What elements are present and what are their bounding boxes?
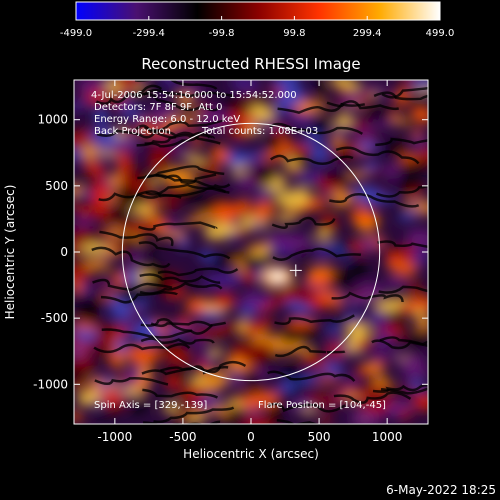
y-tick-label: 500 <box>45 179 68 193</box>
detectors-text: Detectors: 7F 8F 9F, Att 0 <box>94 102 222 113</box>
colorbar-tick-label: 499.0 <box>426 28 455 39</box>
y-axis-label: Heliocentric Y (arcsec) <box>3 185 17 320</box>
x-tick-label: -1000 <box>97 430 132 444</box>
x-tick-label: 0 <box>247 430 255 444</box>
colorbar-tick-label: 99.8 <box>283 28 305 39</box>
footer-date: 6-May-2022 18:25 <box>386 483 496 497</box>
y-tick-label: 0 <box>60 245 68 259</box>
spin-axis-text: Spin Axis = [329,-139] <box>94 400 207 411</box>
colorbar-ticks: -499.0 -299.4 -99.8 99.8 299.4 499.0 <box>60 16 454 39</box>
total-counts-text: Total counts: 1.08E+03 <box>201 126 318 137</box>
colorbar <box>75 1 441 21</box>
colorbar-tick-label: -299.4 <box>133 28 165 39</box>
x-tick-label: 1000 <box>372 430 403 444</box>
colorbar-tick-label: 299.4 <box>353 28 382 39</box>
x-tick-label: -500 <box>169 430 196 444</box>
y-tick-label: -500 <box>41 311 68 325</box>
method-text: Back Projection <box>94 126 171 137</box>
energy-range-text: Energy Range: 6.0 - 12.0 keV <box>94 114 240 125</box>
y-tick-label: -1000 <box>33 377 68 391</box>
image-map <box>74 80 428 424</box>
spin-axis-marker <box>289 264 302 277</box>
time-range-text: 4-Jul-2006 15:54:16.000 to 15:54:52.000 <box>91 90 297 101</box>
flare-position-text: Flare Position = [104,-45] <box>258 400 386 411</box>
x-tick-label: 500 <box>308 430 331 444</box>
x-axis-label: Heliocentric X (arcsec) <box>183 447 319 461</box>
colorbar-tick-label: -499.0 <box>60 28 92 39</box>
axis-ticks: -1000 -500 0 500 1000 -1000 -500 0 500 1000 <box>33 80 428 444</box>
plot-title: Reconstructed RHESSI Image <box>141 55 360 73</box>
colorbar-tick-label: -99.8 <box>209 28 235 39</box>
y-tick-label: 1000 <box>37 113 68 127</box>
solar-limb-circle <box>121 122 381 382</box>
